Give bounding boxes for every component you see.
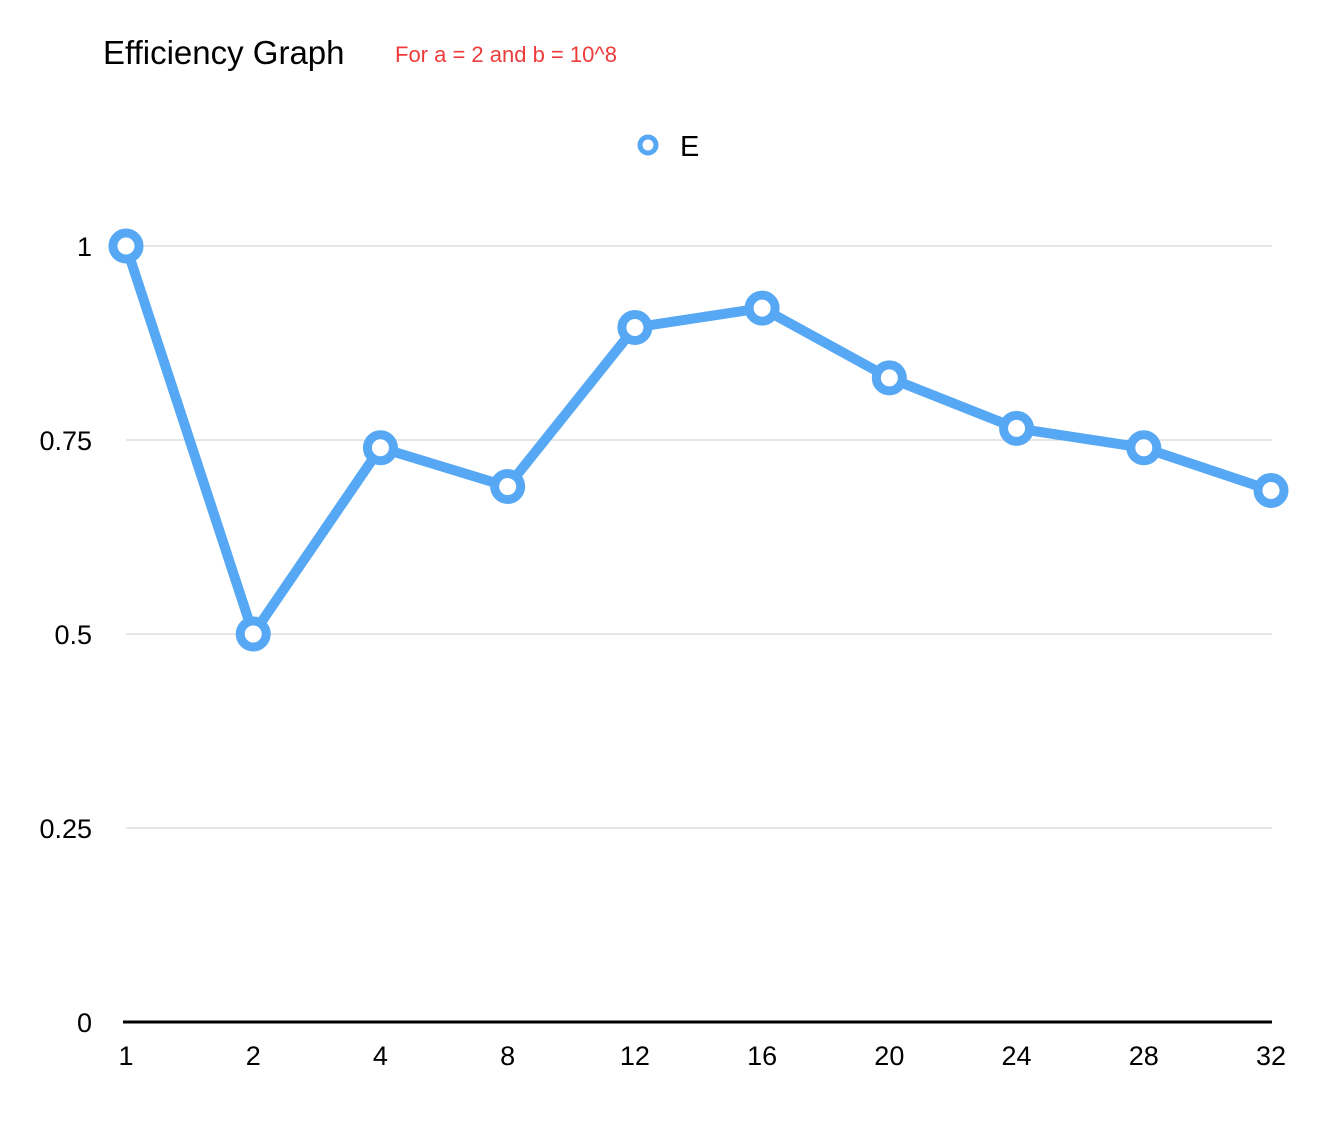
data-point (744, 290, 780, 326)
data-point (999, 410, 1035, 446)
legend-marker-icon (637, 134, 659, 156)
y-tick-label: 0.5 (54, 620, 92, 650)
data-point (235, 616, 271, 652)
x-tick-label: 1 (118, 1041, 133, 1071)
x-tick-label: 28 (1129, 1041, 1159, 1071)
y-tick-label: 0.25 (39, 814, 92, 844)
x-tick-label: 8 (500, 1041, 515, 1071)
gridlines (126, 245, 1272, 829)
data-point (362, 430, 398, 466)
chart-title: Efficiency Graph (103, 34, 345, 71)
series-e (108, 228, 1289, 652)
data-point (490, 469, 526, 505)
y-axis-ticks: 0 0.25 0.5 0.75 1 (39, 232, 92, 1038)
y-tick-label: 0 (77, 1008, 92, 1038)
x-tick-label: 2 (246, 1041, 261, 1071)
x-tick-label: 20 (874, 1041, 904, 1071)
x-tick-label: 12 (620, 1041, 650, 1071)
chart-subtitle: For a = 2 and b = 10^8 (395, 42, 617, 67)
legend: E (637, 131, 699, 163)
data-point (871, 360, 907, 396)
series-line (121, 241, 1276, 639)
x-tick-label: 16 (747, 1041, 777, 1071)
x-axis-ticks: 1 2 4 8 12 16 20 24 28 32 (118, 1041, 1286, 1071)
data-point (108, 228, 144, 264)
y-tick-label: 1 (77, 232, 92, 262)
x-tick-label: 32 (1256, 1041, 1286, 1071)
data-point (1253, 472, 1289, 508)
data-point (617, 309, 653, 345)
y-tick-label: 0.75 (39, 426, 92, 456)
x-tick-label: 24 (1002, 1041, 1032, 1071)
x-tick-label: 4 (373, 1041, 388, 1071)
legend-label: E (680, 131, 699, 163)
data-point (1126, 430, 1162, 466)
